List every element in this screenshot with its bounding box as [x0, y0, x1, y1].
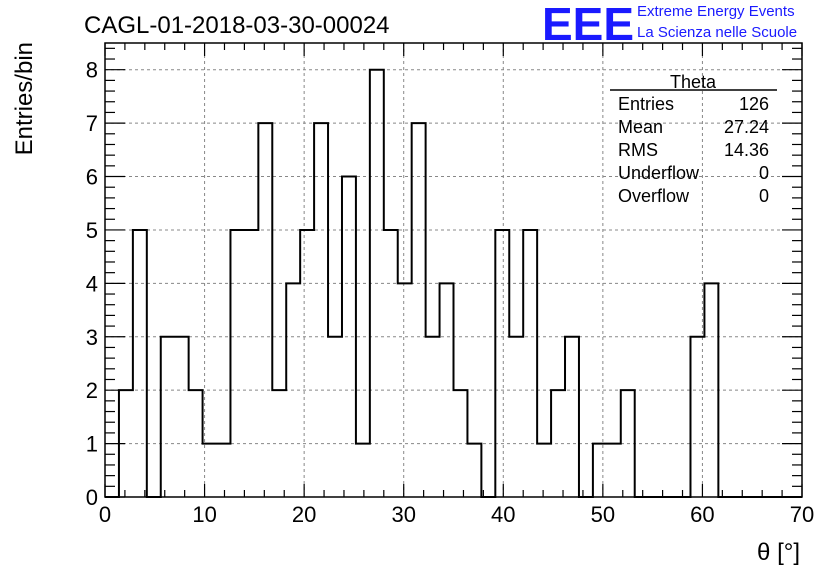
histogram-bin — [356, 444, 370, 497]
stats-value: 0 — [759, 163, 769, 183]
histogram-bin — [523, 230, 537, 497]
stats-value: 27.24 — [724, 117, 769, 137]
y-tick-label: 5 — [86, 218, 98, 243]
histogram-bin — [189, 390, 203, 497]
x-tick-label: 60 — [690, 502, 714, 527]
stats-rows: Entries 126 Mean 27.24 RMS 14.36 Underflow 0 Ove… — [618, 94, 769, 206]
histogram-bin — [300, 230, 314, 497]
histogram-bin — [244, 230, 258, 497]
histogram-bin — [370, 70, 384, 497]
histogram-bin — [217, 444, 231, 497]
histogram-bin — [230, 230, 244, 497]
plot-frame — [104, 42, 803, 498]
axis-ticks — [104, 43, 803, 498]
histogram-bin — [314, 123, 328, 497]
x-axis-label: θ [°] — [757, 539, 800, 566]
histogram-bin — [593, 444, 607, 497]
y-tick-label: 1 — [86, 432, 98, 457]
x-tick-label: 20 — [292, 502, 316, 527]
stats-label: Underflow — [618, 163, 700, 183]
histogram-bin — [161, 337, 175, 497]
histogram-bin — [133, 230, 147, 497]
y-axis-label: Entries/bin — [11, 42, 38, 155]
histogram-bin — [286, 283, 300, 497]
histogram-bin — [495, 230, 509, 497]
stats-label: Overflow — [618, 186, 690, 206]
histogram-bin — [426, 337, 440, 497]
y-tick-label: 4 — [86, 271, 98, 296]
histogram-bin — [565, 337, 579, 497]
stats-title: Theta — [670, 72, 717, 92]
stats-label: Entries — [618, 94, 674, 114]
stats-label: Mean — [618, 117, 663, 137]
histogram-bin — [272, 390, 286, 497]
histogram-bin — [607, 444, 621, 497]
histogram-bin — [175, 337, 189, 497]
histogram-bin — [690, 337, 704, 497]
logo-tagline-2: La Scienza nelle Scuole — [637, 24, 798, 41]
stats-box: Theta Entries 126 Mean 27.24 RMS 14.36 Underfl… — [610, 72, 777, 206]
x-tick-label: 70 — [790, 502, 814, 527]
y-tick-label: 8 — [86, 58, 98, 83]
stats-value: 0 — [759, 186, 769, 206]
x-tick-label: 40 — [491, 502, 515, 527]
stats-value: 126 — [739, 94, 769, 114]
x-tick-label: 0 — [99, 502, 111, 527]
eee-logo: EEE — [542, 0, 635, 50]
histogram-bin — [258, 123, 272, 497]
logo-tagline-1: Extreme Energy Events — [637, 3, 795, 20]
histogram-bin — [384, 230, 398, 497]
x-tick-label: 50 — [591, 502, 615, 527]
x-tick-labels: 0 10 20 30 40 50 60 70 — [99, 502, 814, 527]
histogram-bin — [454, 390, 468, 497]
histogram-bin — [412, 123, 426, 497]
y-tick-label: 7 — [86, 111, 98, 136]
stats-label: RMS — [618, 140, 658, 160]
histogram-bin — [537, 444, 551, 497]
y-tick-label: 0 — [86, 485, 98, 510]
histogram-bin — [342, 177, 356, 497]
histogram-bin — [551, 390, 565, 497]
histogram-bin — [509, 337, 523, 497]
histogram-bin — [328, 337, 342, 497]
y-tick-labels: 0 1 2 3 4 5 6 7 8 — [86, 58, 98, 510]
histogram-bin — [467, 444, 481, 497]
y-tick-label: 2 — [86, 378, 98, 403]
histogram-bin — [398, 283, 412, 497]
y-tick-label: 3 — [86, 325, 98, 350]
histogram-bin — [704, 283, 718, 497]
histogram-bin — [621, 390, 635, 497]
stats-value: 14.36 — [724, 140, 769, 160]
x-tick-label: 10 — [192, 502, 216, 527]
y-tick-label: 6 — [86, 165, 98, 190]
histogram-bin — [440, 283, 454, 497]
x-tick-label: 30 — [391, 502, 415, 527]
chart-title: CAGL-01-2018-03-30-00024 — [84, 12, 390, 39]
